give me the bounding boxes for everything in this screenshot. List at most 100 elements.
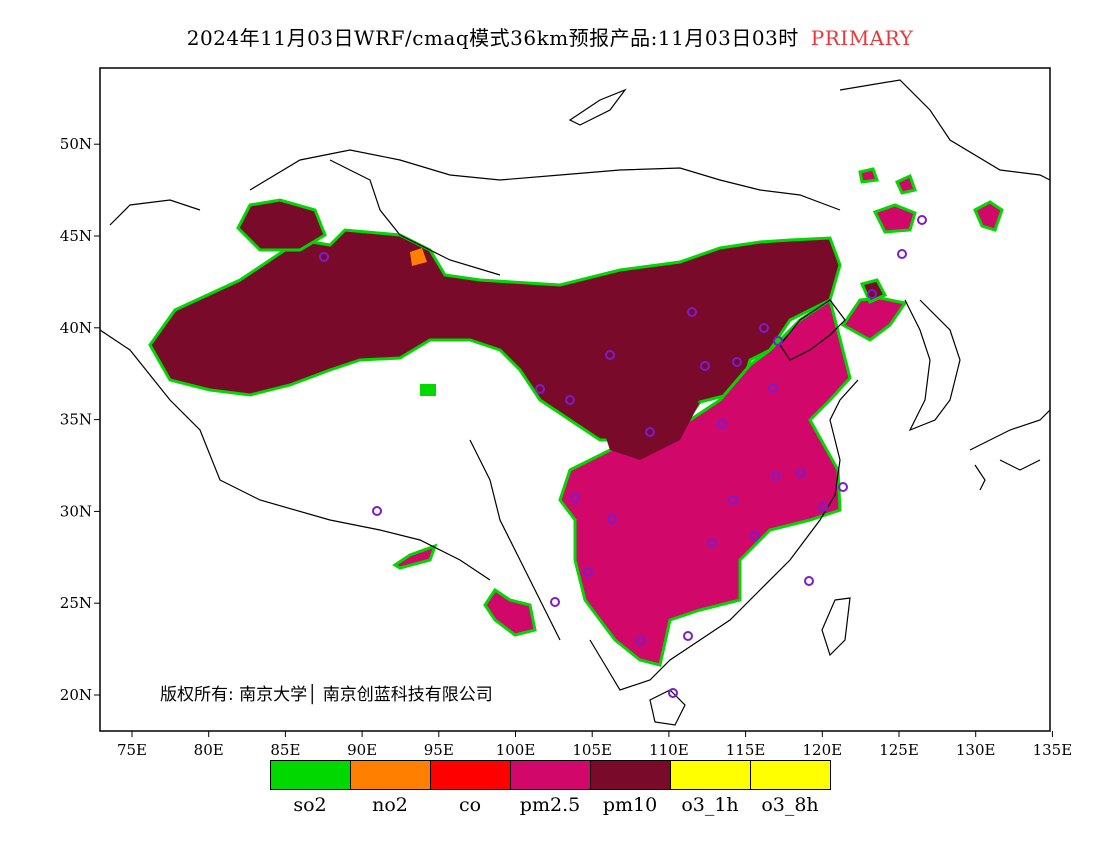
legend-item: o3_1h (670, 760, 751, 816)
site-marker (768, 383, 778, 393)
site-marker (372, 506, 382, 516)
site-marker (645, 427, 655, 437)
site-marker (917, 215, 927, 225)
so2-patch (420, 384, 436, 396)
pollution-layer (148, 167, 1004, 667)
legend-label: no2 (372, 794, 408, 816)
baikal-outline (568, 88, 627, 126)
russia-coast (839, 79, 1050, 181)
japan-coastline (969, 409, 1050, 491)
longitude-axis: 75E 80E 85E 90E 95E 100E 105E 110E 115E 120E 125E 1… (117, 731, 1072, 759)
site-marker (867, 289, 877, 299)
hainan-coastline (649, 689, 686, 726)
lat-tick-label: 35N (60, 411, 92, 429)
lon-tick-label: 75E (117, 741, 147, 759)
pm25-tibet-patch (392, 543, 438, 570)
pm25-heilongjiang-patch-2 (973, 200, 1004, 232)
pm10-central-patch (600, 402, 700, 460)
pm25-northeast-patch (840, 296, 908, 342)
site-marker (732, 357, 742, 367)
pm25-east-region (558, 297, 852, 667)
taiwan-coastline (821, 597, 851, 657)
mongolia-border (249, 149, 841, 211)
site-marker (605, 350, 615, 360)
lon-tick-label: 80E (194, 741, 224, 759)
lon-tick-label: 100E (496, 741, 536, 759)
lon-tick-label: 115E (726, 741, 766, 759)
site-marker (759, 323, 769, 333)
site-marker (636, 636, 646, 646)
site-marker (804, 576, 814, 586)
copyright-text: 版权所有: 南京大学│ 南京创蓝科技有限公司 (160, 685, 493, 705)
lon-tick-label: 130E (956, 741, 996, 759)
legend-swatch (750, 760, 831, 790)
legend-label: so2 (293, 794, 327, 816)
lat-tick-label: 20N (60, 686, 92, 704)
site-marker (717, 419, 727, 429)
legend-label: o3_8h (761, 794, 819, 816)
title-text: 2024年11月03日WRF/cmaq模式36km预报产品:11月03日03时 (186, 26, 799, 50)
lat-tick-label: 30N (60, 502, 92, 520)
legend-swatch (510, 760, 591, 790)
legend-label: o3_1h (681, 794, 739, 816)
site-marker (583, 567, 593, 577)
lon-tick-label: 125E (879, 741, 919, 759)
legend-item: co (430, 760, 511, 816)
site-marker (818, 502, 828, 512)
site-marker (700, 361, 710, 371)
site-marker (565, 395, 575, 405)
legend-swatch (350, 760, 431, 790)
site-marker (687, 307, 697, 317)
legend-item: pm2.5 (510, 760, 591, 816)
pm10-northwest-blob (236, 198, 327, 252)
pm25-heilongjiang-patch-3 (895, 173, 917, 195)
site-markers (319, 215, 927, 698)
legend-item: so2 (270, 760, 351, 816)
site-marker (319, 252, 329, 262)
site-marker (707, 538, 717, 548)
bohai-coastline (779, 299, 846, 361)
legend-item: no2 (350, 760, 431, 816)
site-marker (838, 482, 848, 492)
lat-tick-label: 40N (60, 319, 92, 337)
site-marker (728, 495, 738, 505)
lon-tick-label: 110E (649, 741, 689, 759)
pollutant-legend: so2 no2 co pm2.5 pm10 o3_1h o3_8h (270, 760, 831, 816)
pm25-heilongjiang-patch (872, 203, 917, 234)
lat-tick-label: 45N (60, 227, 92, 245)
map-title: 2024年11月03日WRF/cmaq模式36km预报产品:11月03日03时 P… (0, 22, 1100, 51)
coastline-layer (100, 79, 1050, 726)
pm25-yunnan-patch (483, 587, 537, 637)
site-marker (771, 471, 781, 481)
pm25-heilongjiang-patch-4 (858, 167, 880, 184)
site-marker (535, 384, 545, 394)
inner-border-2 (469, 439, 561, 641)
primary-tag: PRIMARY (810, 26, 914, 50)
lat-tick-label: 50N (60, 135, 92, 153)
legend-swatch (670, 760, 751, 790)
legend-swatch (430, 760, 511, 790)
legend-label: co (458, 794, 482, 816)
lon-tick-label: 85E (270, 741, 300, 759)
inner-border-1 (329, 159, 501, 276)
korea-coastline (904, 299, 961, 432)
site-marker (683, 631, 693, 641)
legend-label: pm2.5 (519, 794, 581, 816)
lon-tick-label: 105E (572, 741, 612, 759)
legend-swatch (270, 760, 351, 790)
no2-patch (410, 248, 427, 266)
site-marker (773, 336, 783, 346)
site-marker (796, 468, 806, 478)
lon-tick-label: 120E (803, 741, 843, 759)
lon-tick-label: 95E (424, 741, 454, 759)
lon-tick-label: 90E (347, 741, 377, 759)
site-marker (668, 688, 678, 698)
site-marker (607, 514, 617, 524)
legend-item: pm10 (590, 760, 671, 816)
site-marker (750, 531, 760, 541)
legend-item: o3_8h (750, 760, 831, 816)
legend-label: pm10 (602, 794, 658, 816)
legend-swatch (590, 760, 671, 790)
india-border (100, 329, 491, 581)
